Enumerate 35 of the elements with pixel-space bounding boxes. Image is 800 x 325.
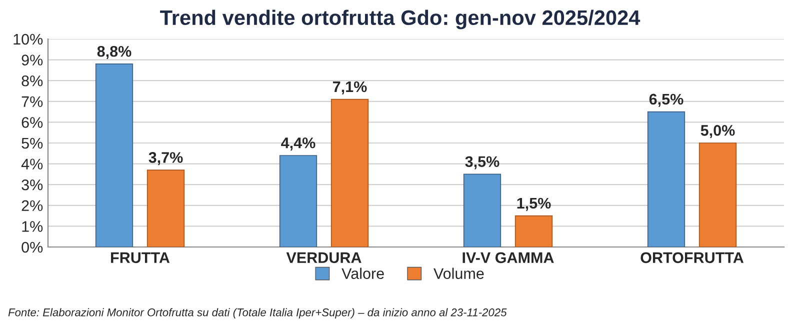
bar xyxy=(463,174,502,247)
y-tick-label: 8% xyxy=(22,75,43,86)
data-label: 3,7% xyxy=(148,152,183,166)
bar xyxy=(647,111,686,247)
x-tick-label: FRUTTA xyxy=(111,252,170,264)
data-label: 4,4% xyxy=(281,138,316,151)
legend-label: Volume xyxy=(434,268,484,279)
data-label: 1,5% xyxy=(517,198,551,211)
y-tick-label: 2% xyxy=(22,200,43,212)
data-label: 3,5% xyxy=(465,156,500,170)
y-tick-label: 1% xyxy=(22,221,43,232)
y-tick-label: 10% xyxy=(14,34,43,45)
y-tick-label: 5% xyxy=(22,138,43,149)
x-tick-label: ORTOFRUTTA xyxy=(640,252,744,264)
data-label: 7,1% xyxy=(333,81,367,94)
data-label: 8,8% xyxy=(97,46,132,59)
chart-title: Trend vendite ortofrutta Gdo: gen-nov 2025/2024 xyxy=(160,10,640,30)
data-label: 6,5% xyxy=(649,94,684,107)
y-tick-label: 0% xyxy=(22,242,43,253)
y-tick-label: 3% xyxy=(22,179,43,190)
x-tick-label: IV-V GAMMA xyxy=(462,252,554,264)
bar xyxy=(698,142,737,247)
y-tick-label: 4% xyxy=(21,158,43,170)
data-label: 5,0% xyxy=(700,124,735,138)
source-note: Fonte: Elaborazioni Monitor Ortofrutta su dati (Totale Italia Iper+Super) – da inizio anno al 23-11-2025 xyxy=(8,308,507,318)
legend-label: Valore xyxy=(342,268,384,279)
bar xyxy=(279,155,318,247)
bar xyxy=(95,64,134,247)
y-tick-label: 6% xyxy=(22,117,43,128)
bar xyxy=(146,170,185,247)
y-tick-label: 9% xyxy=(22,54,43,66)
bar xyxy=(330,98,369,247)
x-tick-label: VERDURA xyxy=(286,252,362,264)
y-tick-label: 7% xyxy=(22,96,43,108)
bar xyxy=(514,215,553,247)
